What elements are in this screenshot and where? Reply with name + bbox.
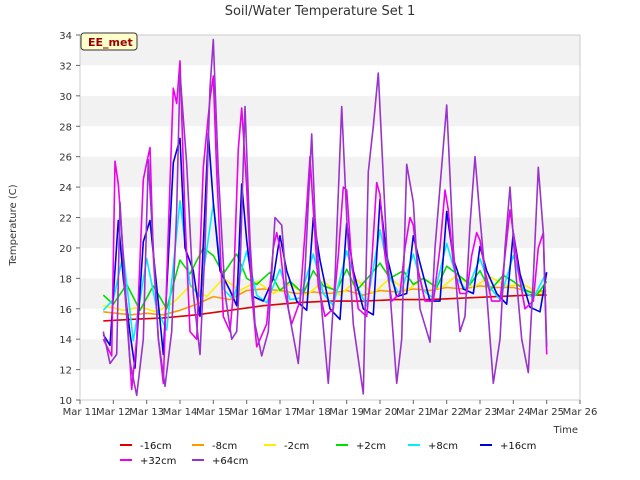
x-tick-label: Mar 13 [129, 407, 164, 418]
legend-item: +32cm [120, 456, 176, 467]
x-tick-label: Mar 19 [329, 407, 364, 418]
y-tick-label: 30 [59, 92, 72, 103]
legend-label: -2cm [284, 441, 309, 452]
y-tick-label: 24 [59, 183, 72, 194]
legend-label: +32cm [140, 456, 176, 467]
grid-band [80, 217, 580, 248]
y-tick-label: 34 [59, 31, 72, 42]
legend-item: +8cm [408, 441, 458, 452]
x-tick-label: Mar 18 [296, 407, 331, 418]
y-axis: 10 12 14 16 18 20 22 24 26 28 30 32 34 [59, 31, 80, 407]
y-tick-label: 12 [59, 366, 72, 377]
grid-band [80, 187, 580, 218]
legend: -16cm -8cm -2cm +2cm +8cm +16cm +32cm +64cm [120, 441, 536, 467]
grid-band [80, 156, 580, 188]
y-tick-label: 32 [59, 61, 72, 72]
grid-band [80, 126, 580, 157]
y-tick-label: 14 [59, 335, 72, 346]
chart-title: Soil/Water Temperature Set 1 [225, 4, 416, 19]
y-tick-label: 18 [59, 274, 72, 285]
y-tick-label: 28 [59, 122, 72, 133]
legend-item: +2cm [336, 441, 386, 452]
x-tick-label: Mar 25 [529, 407, 564, 418]
grid-band [80, 247, 580, 279]
x-tick-label: Mar 26 [563, 407, 598, 418]
legend-label: +2cm [356, 441, 386, 452]
series-line-32cm [102, 60, 548, 391]
grid-band [80, 369, 580, 400]
y-tick-label: 10 [59, 396, 72, 407]
series-line-16cm [102, 133, 548, 369]
y-tick-label: 20 [59, 244, 72, 255]
legend-item: +64cm [192, 456, 248, 467]
annotation-label: EE_met [88, 36, 133, 49]
legend-item: -8cm [192, 441, 237, 452]
legend-label: +8cm [428, 441, 458, 452]
legend-item: -16cm [120, 441, 172, 452]
x-tick-label: Mar 22 [429, 407, 464, 418]
legend-item: +16cm [480, 441, 536, 452]
x-tick-label: Mar 11 [63, 407, 98, 418]
series-line-64cm [102, 38, 548, 397]
x-tick-label: Mar 24 [496, 407, 531, 418]
x-axis-title: Time [553, 425, 578, 436]
legend-label: -8cm [212, 441, 237, 452]
x-tick-label: Mar 16 [229, 407, 264, 418]
x-tick-label: Mar 17 [263, 407, 298, 418]
grid-band [80, 65, 580, 96]
legend-item: -2cm [264, 441, 309, 452]
y-axis-title: Temperature (C) [8, 184, 19, 266]
legend-label: +16cm [500, 441, 536, 452]
grid-band [80, 35, 580, 66]
y-tick-label: 22 [59, 214, 72, 225]
x-tick-label: Mar 21 [396, 407, 431, 418]
y-tick-label: 26 [59, 153, 72, 164]
series-layer [102, 38, 548, 397]
x-tick-label: Mar 12 [96, 407, 131, 418]
x-tick-label: Mar 20 [363, 407, 398, 418]
legend-label: -16cm [140, 441, 172, 452]
x-tick-label: Mar 15 [196, 407, 231, 418]
y-tick-label: 16 [59, 305, 72, 316]
grid-band [80, 95, 580, 127]
x-tick-label: Mar 14 [163, 407, 198, 418]
annotation-box: EE_met [80, 32, 138, 51]
legend-label: +64cm [212, 456, 248, 467]
x-tick-label: Mar 23 [463, 407, 498, 418]
